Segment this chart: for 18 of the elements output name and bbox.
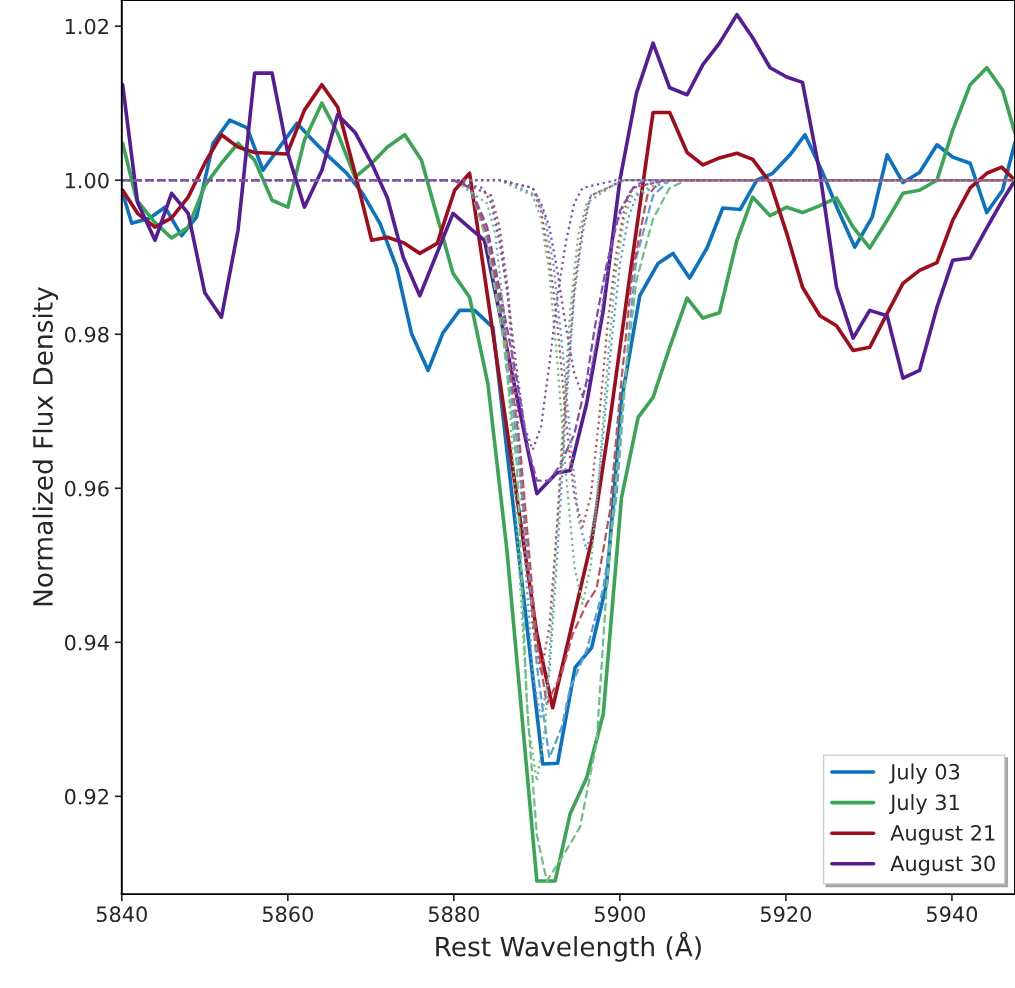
x-axis-title: Rest Wavelength (Å) <box>436 931 701 962</box>
y-tick-label: 0.98 <box>64 326 109 343</box>
x-tick-label: 5900 <box>594 906 645 923</box>
y-tick-label: 0.96 <box>64 480 109 497</box>
legend-label: July 31 <box>889 794 959 815</box>
legend-label: August 30 <box>890 855 995 876</box>
x-tick-label: 5860 <box>262 906 313 923</box>
x-tick-label: 5920 <box>760 906 812 923</box>
y-axis-title: Normalized Flux Density <box>32 287 59 606</box>
y-tick-label: 1.00 <box>65 172 109 189</box>
legend-label: August 21 <box>890 825 995 845</box>
y-tick-label: 1.02 <box>65 18 108 35</box>
legend-label: July 03 <box>889 763 960 784</box>
x-tick-label: 5880 <box>428 906 479 923</box>
y-tick-label: 0.92 <box>64 788 108 805</box>
x-tick-label: 5940 <box>927 906 978 923</box>
y-tick-label: 0.94 <box>64 634 109 651</box>
x-tick-label: 5840 <box>96 906 147 923</box>
